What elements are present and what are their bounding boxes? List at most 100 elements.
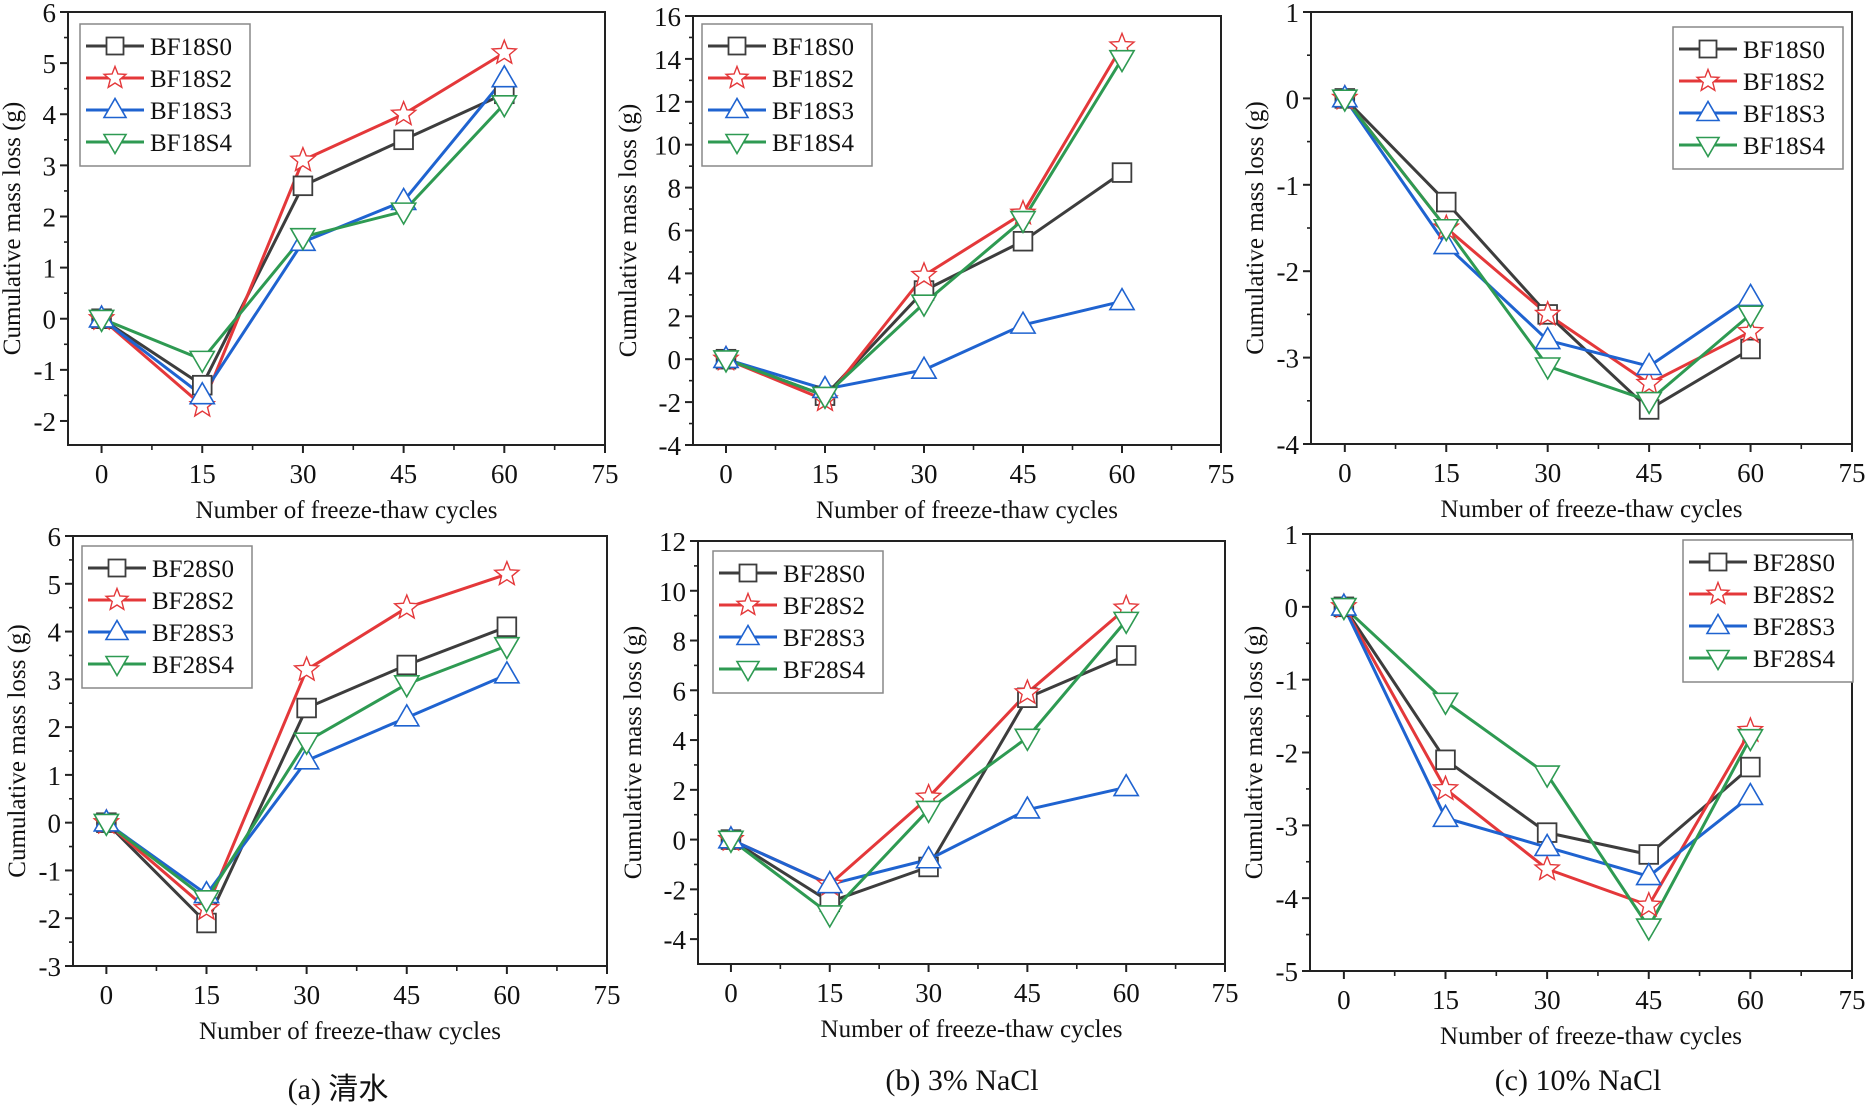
legend-label: BF18S2 (1743, 69, 1825, 96)
y-tick-label: 6 (43, 0, 57, 28)
y-tick-label: 6 (48, 522, 62, 552)
x-tick-label: 0 (1338, 458, 1352, 488)
legend-label: BF18S0 (150, 34, 232, 61)
legend-label: BF18S0 (1743, 37, 1825, 64)
data-point-BF28S0 (1115, 645, 1137, 666)
data-point-BF18S0 (1012, 230, 1034, 252)
legend-marker (738, 563, 758, 583)
y-tick-label: 12 (654, 88, 681, 118)
legend-label: BF28S0 (783, 561, 865, 588)
y-tick-label: -3 (1276, 811, 1299, 841)
y-tick-label: 0 (1285, 593, 1299, 623)
x-tick-label: 0 (719, 459, 733, 489)
y-tick-label: -2 (659, 388, 682, 418)
legend-marker (107, 558, 127, 578)
y-tick-label: 0 (1286, 84, 1300, 114)
y-tick-label: 2 (673, 776, 687, 806)
legend-label: BF18S2 (150, 66, 232, 93)
data-point-BF28S3 (1013, 795, 1041, 819)
x-tick-label: 45 (1635, 985, 1662, 1015)
data-point-BF18S3 (1108, 287, 1136, 311)
y-tick-label: -2 (1276, 739, 1299, 769)
data-point-BF18S4 (289, 227, 317, 252)
x-tick-label: 45 (393, 980, 420, 1010)
y-tick-label: 0 (43, 305, 57, 335)
y-axis-title: Cumulative mass loss (g) (4, 624, 31, 877)
legend-label: BF18S4 (1743, 133, 1825, 160)
data-point-BF28S4 (1635, 918, 1663, 942)
y-tick-label: 2 (48, 713, 62, 743)
x-axis-title: Number of freeze-thaw cycles (199, 1018, 501, 1045)
legend-label: BF18S2 (772, 66, 854, 93)
y-tick-label: 4 (673, 726, 687, 756)
y-tick-label: -2 (34, 407, 57, 437)
y-tick-label: 10 (654, 131, 681, 161)
x-tick-label: 75 (592, 459, 619, 489)
chart-panel-b-bottom: -4 -2 0 2 4 6 8 10 12 0 15 30 45 60 75 Number of freeze… (620, 527, 1239, 1043)
y-tick-label: -4 (1277, 430, 1300, 460)
data-point-BF28S4 (1330, 597, 1358, 622)
data-point-BF28S2 (1431, 774, 1460, 801)
legend-label: BF18S3 (1743, 101, 1825, 128)
legend-label: BF18S0 (772, 34, 854, 61)
legend-label: BF18S3 (772, 98, 854, 125)
y-tick-label: 6 (673, 676, 687, 706)
x-tick-label: 15 (1432, 985, 1459, 1015)
x-tick-label: 15 (812, 459, 839, 489)
y-tick-label: -4 (659, 431, 682, 461)
data-point-BF18S4 (1009, 210, 1037, 235)
y-tick-label: 1 (1286, 0, 1300, 28)
data-point-BF18S2 (1533, 299, 1562, 327)
legend-label: BF28S4 (1753, 646, 1835, 673)
y-tick-label: -1 (1276, 666, 1299, 696)
data-point-BF18S2 (1635, 369, 1664, 396)
legend-label: BF28S3 (1753, 614, 1835, 641)
y-axis-title: Cumulative mass loss (g) (615, 104, 642, 357)
data-point-BF18S0 (393, 129, 414, 151)
x-tick-label: 0 (724, 978, 738, 1008)
data-point-BF18S3 (188, 381, 216, 405)
y-tick-label: 12 (659, 527, 686, 557)
y-tick-label: 1 (48, 761, 62, 791)
x-tick-label: 15 (816, 978, 843, 1008)
y-axis-title: Cumulative mass loss (g) (0, 102, 26, 355)
data-point-BF28S3 (1635, 862, 1663, 886)
data-point-BF28S2 (1634, 890, 1663, 918)
x-axis-title: Number of freeze-thaw cycles (821, 1016, 1123, 1043)
legend-marker (735, 660, 761, 683)
data-point-BF28S3 (393, 703, 421, 727)
y-axis-title: Cumulative mass loss (g) (620, 626, 647, 879)
data-point-BF28S2 (392, 593, 421, 620)
y-tick-label: -2 (39, 904, 62, 934)
legend-label: BF18S3 (150, 98, 232, 125)
y-tick-label: 0 (673, 826, 687, 856)
y-tick-label: -4 (664, 925, 687, 955)
legend-marker (104, 586, 130, 611)
legend-marker (102, 64, 128, 89)
chart-panel-b-top: -4 -2 0 2 4 6 8 10 12 14 16 0 15 30 45 60 75 Number of fr… (615, 2, 1235, 524)
data-point-BF18S2 (490, 38, 519, 65)
x-tick-label: 30 (915, 978, 942, 1008)
y-tick-label: -3 (1277, 344, 1300, 374)
legend-label: BF28S2 (152, 588, 234, 615)
data-point-BF18S0 (1740, 338, 1761, 360)
data-point-BF18S4 (1635, 391, 1663, 416)
x-tick-label: 75 (594, 980, 621, 1010)
y-axis-title: Cumulative mass loss (g) (1241, 626, 1268, 879)
y-tick-label: -2 (664, 875, 687, 905)
legend-marker (105, 36, 125, 56)
data-point-BF28S3 (1112, 773, 1140, 797)
data-point-BF18S4 (811, 386, 839, 410)
legend-marker (1698, 39, 1718, 59)
x-tick-label: 15 (189, 459, 216, 489)
legend-marker (735, 591, 761, 616)
data-point-BF28S3 (493, 660, 521, 684)
data-point-BF18S4 (1108, 49, 1136, 74)
x-tick-label: 60 (1113, 978, 1140, 1008)
y-tick-label: 3 (48, 665, 62, 695)
data-point-BF18S3 (1009, 310, 1037, 334)
chart-panel-c-top: -4 -3 -2 -1 0 1 0 15 30 45 60 75 Number of freeze-th… (1242, 0, 1866, 523)
plot-frame (67, 11, 606, 446)
legend-marker (104, 618, 130, 641)
